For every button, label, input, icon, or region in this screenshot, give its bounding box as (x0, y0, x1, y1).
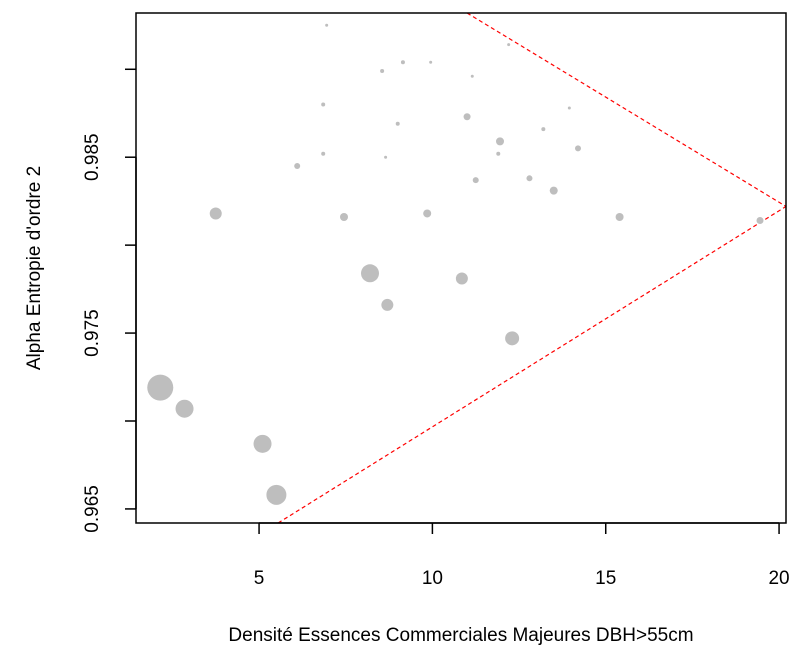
data-point-1 (147, 374, 174, 401)
data-point-32 (507, 43, 511, 47)
data-point-6 (361, 264, 379, 283)
data-point-20 (463, 113, 471, 121)
data-point-7 (381, 298, 394, 311)
y-tick-label: 0.975 (82, 309, 103, 357)
data-point-18 (496, 137, 504, 146)
data-point-23 (384, 155, 388, 159)
data-point-26 (567, 106, 571, 110)
data-point-29 (400, 60, 405, 65)
data-point-11 (423, 209, 432, 218)
x-tick-label: 20 (768, 568, 789, 589)
data-point-5 (209, 207, 222, 220)
data-point-12 (615, 213, 624, 221)
boundary-line-1 (277, 205, 786, 523)
y-axis-title: Alpha Entropie d'ordre 2 (24, 166, 45, 370)
data-point-13 (756, 217, 764, 225)
data-point-24 (395, 121, 400, 126)
data-point-17 (294, 163, 301, 169)
data-point-3 (253, 434, 272, 453)
data-points (147, 23, 764, 505)
data-point-2 (175, 399, 194, 418)
x-axis-title: Densité Essences Commerciales Majeures D… (228, 625, 693, 646)
plot-background (136, 13, 786, 523)
data-point-31 (470, 74, 474, 78)
data-point-10 (340, 213, 348, 221)
data-point-15 (472, 177, 479, 184)
boundary-line-2 (466, 13, 786, 207)
data-point-33 (325, 23, 329, 27)
data-point-14 (549, 186, 558, 195)
x-axis: 5 10 15 20 (254, 522, 790, 589)
data-point-28 (380, 69, 385, 74)
data-point-16 (526, 175, 533, 182)
y-tick-label: 0.985 (82, 133, 103, 181)
data-point-30 (429, 60, 433, 64)
x-tick-label: 5 (254, 568, 265, 589)
data-point-9 (505, 331, 520, 346)
data-point-27 (321, 102, 326, 107)
data-point-19 (575, 145, 581, 152)
x-tick-label: 10 (422, 568, 443, 589)
y-axis: 0.965 0.975 0.985 (82, 68, 137, 533)
y-tick-label: 0.965 (82, 485, 103, 533)
data-point-8 (455, 272, 468, 285)
data-point-21 (496, 151, 501, 156)
data-point-22 (321, 151, 326, 156)
boundary-lines (277, 13, 786, 523)
data-point-4 (266, 484, 287, 505)
x-tick-label: 15 (595, 568, 616, 589)
data-point-25 (541, 127, 546, 132)
